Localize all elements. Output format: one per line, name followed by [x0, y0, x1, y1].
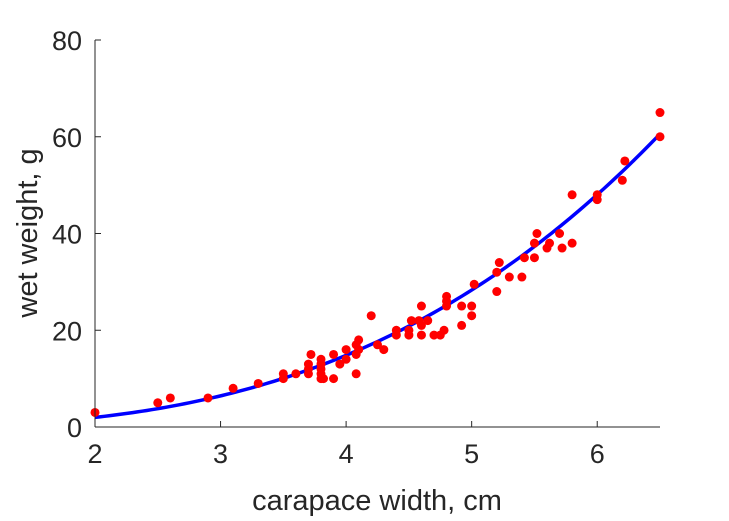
data-point: [354, 335, 364, 345]
data-point: [291, 369, 301, 379]
x-axis-label: carapace width, cm: [252, 485, 502, 517]
data-point: [306, 349, 316, 359]
x-tick-label: 3: [213, 439, 228, 469]
data-point: [442, 291, 452, 301]
y-tick-label: 20: [52, 316, 82, 346]
data-point: [379, 345, 389, 355]
data-point: [457, 320, 467, 330]
data-point: [341, 345, 351, 355]
data-point: [404, 325, 414, 335]
data-point: [655, 108, 665, 118]
fit-curve: [94, 132, 662, 420]
y-tick-label: 40: [52, 220, 82, 250]
data-point: [351, 369, 361, 379]
y-axis-label: wet weight, g: [12, 148, 44, 318]
data-point: [457, 301, 467, 311]
data-point: [391, 325, 401, 335]
data-point: [153, 398, 163, 408]
data-point: [406, 316, 416, 326]
data-point: [423, 316, 433, 326]
data-point: [529, 238, 539, 248]
data-point: [567, 190, 577, 200]
data-point: [655, 132, 665, 142]
data-point: [555, 229, 565, 238]
data-point: [519, 253, 529, 263]
data-point: [278, 369, 288, 379]
y-tick-label: 80: [52, 26, 82, 56]
data-point: [467, 301, 477, 311]
fit-layer: [94, 132, 662, 420]
data-point: [492, 267, 502, 277]
data-point: [316, 354, 326, 364]
data-point: [439, 325, 449, 335]
x-tick-label: 4: [339, 439, 354, 469]
data-point: [303, 359, 313, 369]
data-point: [567, 238, 577, 248]
data-point: [341, 354, 351, 364]
data-point: [620, 156, 630, 166]
data-point: [354, 345, 364, 355]
data-point: [373, 340, 382, 350]
data-point: [517, 272, 527, 282]
data-point: [416, 301, 426, 311]
data-point: [228, 383, 238, 393]
data-point: [504, 272, 514, 282]
data-point: [494, 258, 504, 268]
data-point: [203, 393, 213, 403]
data-point: [165, 393, 175, 403]
x-tick-label: 5: [464, 439, 479, 469]
data-point: [335, 359, 345, 369]
data-point: [416, 330, 426, 340]
data-point: [253, 378, 263, 388]
data-point: [329, 374, 339, 384]
data-point: [416, 320, 426, 330]
data-point: [557, 243, 567, 253]
y-tick-label: 60: [52, 123, 82, 153]
data-point: [592, 190, 602, 200]
data-point: [545, 238, 555, 248]
y-tick-label: 0: [67, 413, 82, 443]
x-tick-label: 6: [590, 439, 605, 469]
x-tick-label: 2: [87, 439, 102, 469]
data-point: [529, 253, 539, 263]
data-point: [532, 229, 542, 238]
data-point: [617, 175, 627, 185]
data-point: [329, 349, 339, 359]
data-point: [366, 311, 376, 321]
data-point: [492, 287, 502, 297]
points-layer: [90, 108, 665, 417]
data-point: [469, 279, 479, 289]
data-point: [429, 330, 439, 340]
data-point: [467, 311, 477, 321]
data-point: [319, 374, 329, 384]
